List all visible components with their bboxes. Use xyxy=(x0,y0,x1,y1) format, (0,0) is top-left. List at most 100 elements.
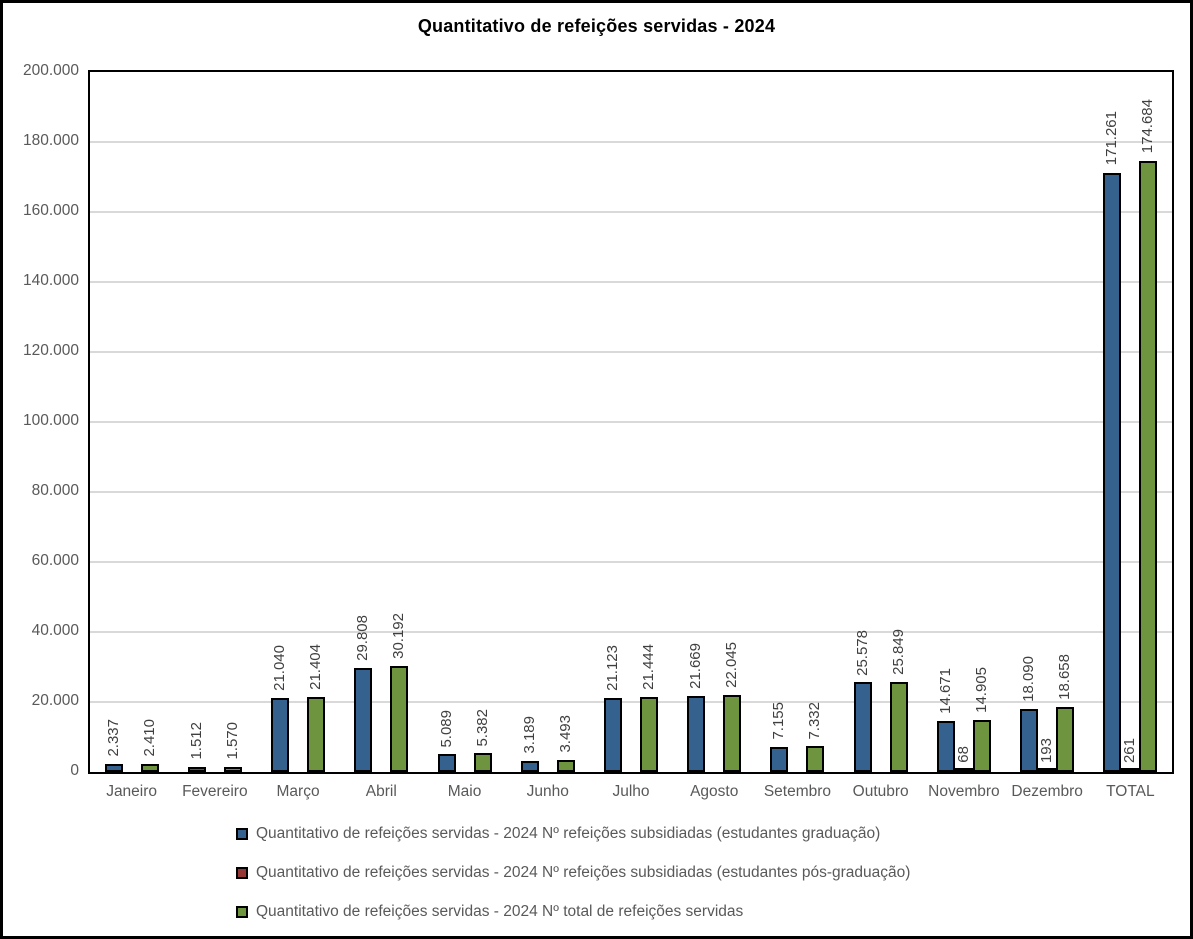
gridline xyxy=(90,631,1172,633)
y-axis-tick-label: 100.000 xyxy=(22,412,79,429)
bar-value-label: 5.089 xyxy=(437,709,455,748)
bar-series3-maio xyxy=(473,753,492,772)
bar-value-label: 7.155 xyxy=(770,702,788,740)
bar-series3-total xyxy=(1139,160,1158,772)
bar-series3-julho xyxy=(640,696,658,772)
bar-series3-agosto xyxy=(723,694,742,772)
bar-value-label: 5.382 xyxy=(473,708,491,747)
bar-series1-janeiro xyxy=(104,763,123,772)
bar-value-label: 29.808 xyxy=(354,614,372,661)
bar-series3-fevereiro xyxy=(223,766,242,772)
x-axis-category-label: Janeiro xyxy=(106,783,158,800)
bar-value-label: 171.261 xyxy=(1103,111,1121,166)
legend-entry-pos-graduacao: Quantitativo de refeições servidas - 202… xyxy=(236,862,910,884)
legend: Quantitativo de refeições servidas - 202… xyxy=(236,823,910,936)
gridline xyxy=(90,141,1172,143)
bar-value-label: 2.337 xyxy=(104,719,122,757)
y-axis-tick-label: 20.000 xyxy=(31,692,79,709)
bar-series1-novembro xyxy=(936,720,955,772)
x-axis-category-label: Março xyxy=(276,783,320,800)
bar-value-label: 3.189 xyxy=(520,716,538,754)
bar-value-label: 21.040 xyxy=(271,645,289,692)
legend-marker-pos-graduacao-icon xyxy=(236,867,248,879)
bar-series1-abril xyxy=(354,667,373,772)
gridline xyxy=(90,351,1172,353)
bar-series1-agosto xyxy=(687,696,706,772)
bar-series1-março xyxy=(271,698,290,772)
legend-marker-total-icon xyxy=(236,906,248,918)
bar-value-label: 22.045 xyxy=(723,641,741,688)
x-axis-category-label: Setembro xyxy=(763,783,832,800)
bar-value-label: 21.123 xyxy=(604,645,621,692)
bar-value-label: 18.658 xyxy=(1056,653,1074,700)
legend-entry-graduacao: Quantitativo de refeições servidas - 202… xyxy=(236,823,910,845)
bar-series3-junho xyxy=(556,759,575,772)
y-axis-tick-label: 60.000 xyxy=(31,552,79,569)
bar-series2-total xyxy=(1121,768,1140,772)
bar-value-label: 2.410 xyxy=(140,719,158,757)
bar-series3-abril xyxy=(390,666,409,772)
bar-value-label: 14.905 xyxy=(972,666,990,713)
gridline xyxy=(90,281,1172,283)
gridline xyxy=(90,701,1172,703)
bar-value-label: 174.684 xyxy=(1139,99,1157,154)
bar-value-label: 1.570 xyxy=(223,721,241,760)
x-axis-category-label: Fevereiro xyxy=(182,783,248,800)
legend-label-pos-graduacao: Quantitativo de refeições servidas - 202… xyxy=(256,864,911,881)
bar-series3-março xyxy=(307,697,326,772)
bar-value-label: 21.669 xyxy=(687,643,705,690)
bar-series1-junho xyxy=(520,760,539,772)
bar-value-label: 18.090 xyxy=(1020,655,1038,702)
bar-value-label: 1.512 xyxy=(187,722,205,760)
x-axis-category-label: TOTAL xyxy=(1106,783,1155,800)
y-axis-tick-label: 140.000 xyxy=(22,272,79,289)
gridline xyxy=(90,211,1172,213)
bar-series1-dezembro xyxy=(1020,708,1039,772)
bar-series3-setembro xyxy=(806,746,825,772)
bar-value-label: 14.671 xyxy=(936,667,954,714)
y-axis-tick-label: 40.000 xyxy=(31,622,79,639)
bar-value-label: 25.578 xyxy=(853,629,871,676)
x-axis-category-label: Junho xyxy=(526,783,569,800)
bar-series1-total xyxy=(1103,172,1122,772)
bar-series3-novembro xyxy=(972,719,991,772)
y-axis-tick-label: 120.000 xyxy=(22,342,79,359)
x-axis-category-label: Novembro xyxy=(928,783,1000,800)
bar-series1-julho xyxy=(604,698,622,772)
chart-title: Quantitativo de refeições servidas - 202… xyxy=(417,16,776,36)
bar-value-label: 3.493 xyxy=(556,715,574,753)
x-axis-category-label: Agosto xyxy=(690,783,739,800)
bar-value-label: 68 xyxy=(954,746,972,763)
bar-value-label: 21.404 xyxy=(307,644,325,691)
bar-series2-novembro xyxy=(954,768,973,772)
bar-value-label: 261 xyxy=(1121,737,1139,763)
x-axis-category-label: Maio xyxy=(447,783,482,800)
plot-inner: 2.337 1.512 21.040 29.808 5.089 3.189 21.123 21… xyxy=(90,72,1172,772)
bar-value-label: 25.849 xyxy=(889,628,907,675)
x-axis-category-label: Abril xyxy=(365,783,397,800)
legend-marker-graduacao-icon xyxy=(236,828,248,840)
legend-label-graduacao: Quantitativo de refeições servidas - 202… xyxy=(256,825,881,842)
plot-area: 2.337 1.512 21.040 29.808 5.089 3.189 21.123 21… xyxy=(88,70,1174,774)
bar-value-label: 21.444 xyxy=(640,644,657,690)
x-axis-category-label: Dezembro xyxy=(1011,783,1083,800)
x-axis-category-label: Julho xyxy=(612,783,650,800)
bar-value-label: 7.332 xyxy=(806,701,824,740)
y-axis-tick-label: 80.000 xyxy=(31,482,79,499)
y-axis-tick-label: 160.000 xyxy=(22,202,79,219)
bar-value-label: 30.192 xyxy=(390,613,408,660)
y-axis-tick-label: 200.000 xyxy=(22,62,79,79)
y-axis-tick-label: 0 xyxy=(70,762,79,779)
legend-label-total: Quantitativo de refeições servidas - 202… xyxy=(256,903,744,920)
y-axis-tick-label: 180.000 xyxy=(22,132,79,149)
bar-series1-fevereiro xyxy=(187,766,206,772)
x-axis-category-label: Outubro xyxy=(852,783,909,800)
bar-series2-dezembro xyxy=(1038,768,1057,772)
gridline xyxy=(90,491,1172,493)
bar-series1-outubro xyxy=(853,682,872,772)
gridline xyxy=(90,561,1172,563)
bar-series3-janeiro xyxy=(140,763,159,772)
bar-series1-setembro xyxy=(770,746,789,772)
gridline xyxy=(90,421,1172,423)
